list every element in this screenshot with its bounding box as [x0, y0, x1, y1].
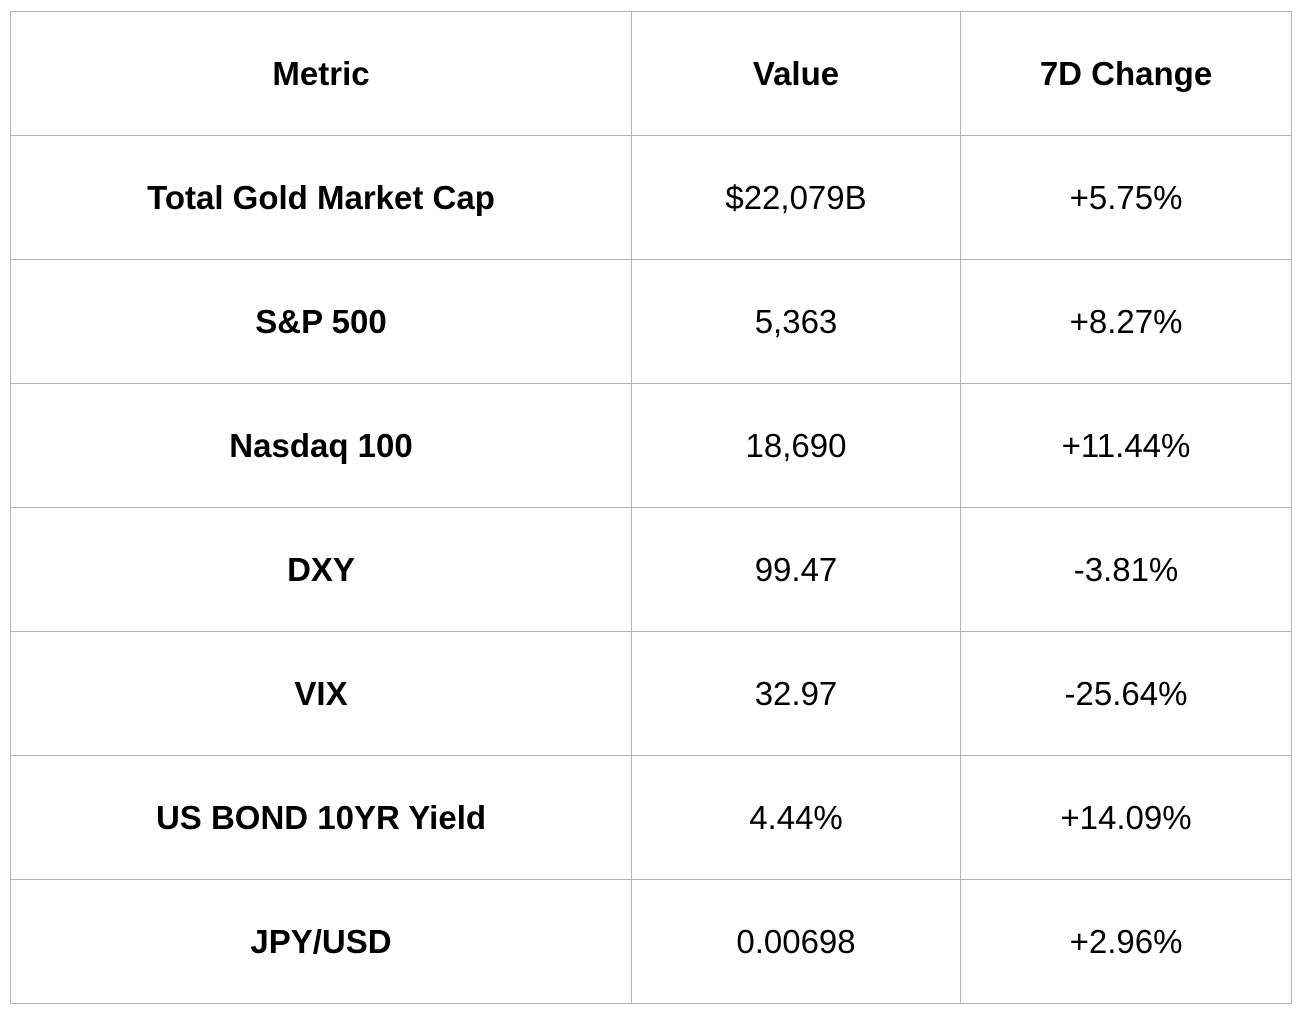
change-cell: -25.64%: [960, 631, 1292, 756]
table-row: VIX 32.97 -25.64%: [10, 631, 1292, 756]
table-row: JPY/USD 0.00698 +2.96%: [10, 879, 1292, 1004]
value-cell: 32.97: [631, 631, 961, 756]
metric-cell: VIX: [10, 631, 632, 756]
metric-cell: Total Gold Market Cap: [10, 135, 632, 260]
header-value: Value: [631, 11, 961, 136]
metric-cell: US BOND 10YR Yield: [10, 755, 632, 880]
header-metric: Metric: [10, 11, 632, 136]
change-cell: +14.09%: [960, 755, 1292, 880]
value-cell: 4.44%: [631, 755, 961, 880]
table-row: DXY 99.47 -3.81%: [10, 507, 1292, 632]
metric-cell: DXY: [10, 507, 632, 632]
value-cell: 5,363: [631, 259, 961, 384]
change-cell: +5.75%: [960, 135, 1292, 260]
metric-cell: JPY/USD: [10, 879, 632, 1004]
table-row: S&P 500 5,363 +8.27%: [10, 259, 1292, 384]
value-cell: $22,079B: [631, 135, 961, 260]
table-row: Nasdaq 100 18,690 +11.44%: [10, 383, 1292, 508]
change-cell: +2.96%: [960, 879, 1292, 1004]
change-cell: +8.27%: [960, 259, 1292, 384]
metric-cell: S&P 500: [10, 259, 632, 384]
value-cell: 99.47: [631, 507, 961, 632]
value-cell: 18,690: [631, 383, 961, 508]
table-header-row: Metric Value 7D Change: [10, 11, 1292, 136]
header-7d-change: 7D Change: [960, 11, 1292, 136]
value-cell: 0.00698: [631, 879, 961, 1004]
table-row: Total Gold Market Cap $22,079B +5.75%: [10, 135, 1292, 260]
table-row: US BOND 10YR Yield 4.44% +14.09%: [10, 755, 1292, 880]
change-cell: -3.81%: [960, 507, 1292, 632]
metric-cell: Nasdaq 100: [10, 383, 632, 508]
market-metrics-table: Metric Value 7D Change Total Gold Market…: [10, 11, 1292, 1004]
market-metrics-table-container: Metric Value 7D Change Total Gold Market…: [10, 11, 1292, 1004]
change-cell: +11.44%: [960, 383, 1292, 508]
